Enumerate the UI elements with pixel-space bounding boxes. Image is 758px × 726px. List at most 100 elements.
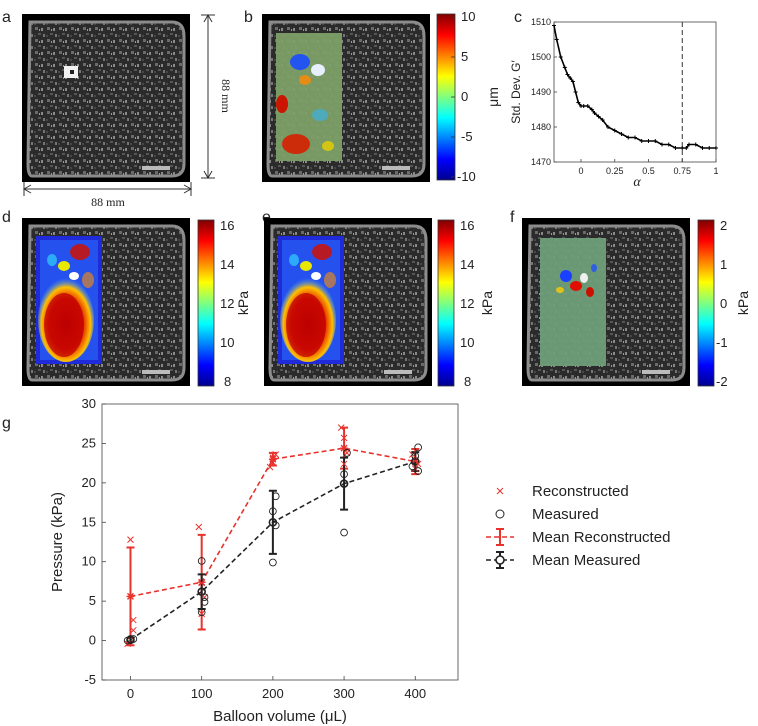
chart-c-point — [693, 142, 698, 147]
reconstructed-point — [198, 610, 206, 618]
chart-c-point — [592, 111, 597, 115]
chart-g-ytick-label: 25 — [82, 435, 96, 450]
cbar-f-unit: kPa — [735, 291, 751, 315]
panel-d-label: d — [2, 209, 11, 226]
cbar-f-tick: 2 — [720, 218, 727, 233]
chart-g: Pressure (kPa) Balloon volume (μL) Recon… — [49, 396, 670, 725]
cbar-d-tick: 16 — [220, 218, 234, 233]
cbar-b-tick: -10 — [457, 169, 476, 184]
legend-mean-measured-marker — [495, 555, 505, 565]
measured-point — [414, 467, 422, 475]
cbar-d-tick: 10 — [220, 335, 234, 350]
chart-g-xtick-label: 200 — [262, 686, 284, 701]
cbar-e-tick: 12 — [460, 296, 474, 311]
chart-g-ytick-label: -5 — [84, 672, 96, 687]
chart-c-xtick-label: 0.75 — [673, 166, 691, 176]
dimension-vertical — [201, 13, 215, 180]
panel-e-label: e — [262, 209, 271, 226]
chart-c-point — [606, 125, 610, 129]
chart-c-point — [570, 79, 575, 84]
legend-mean-reconstructed-label: Mean Reconstructed — [532, 529, 670, 546]
panel-c-label: c — [514, 9, 522, 26]
chart-c-xtick-label: 0.25 — [606, 166, 624, 176]
cbar-b-unit: μm — [485, 87, 501, 107]
chart-c-point — [565, 72, 570, 77]
cbar-e-unit: kPa — [479, 291, 495, 315]
chart-c-point — [639, 139, 644, 143]
reconstructed-point — [129, 626, 137, 634]
cbar-d-unit: kPa — [235, 291, 251, 315]
chart-c-point — [626, 135, 631, 140]
mean-measured-errorbar — [268, 489, 277, 555]
chart-c-ytick-label: 1480 — [531, 122, 551, 132]
cbar-e-tick: 14 — [460, 257, 474, 272]
panel-b-colorbar: 10 5 0 -5 -10 μm — [436, 9, 501, 184]
chart-g-xtick-label: 100 — [191, 686, 213, 701]
chart-c-frame — [553, 21, 717, 163]
chart-g-ytick-label: 20 — [82, 475, 96, 490]
panel-a-image — [22, 14, 190, 182]
legend-measured-marker — [495, 509, 505, 519]
dimension-horizontal — [22, 182, 193, 196]
chart-g-legend: Reconstructed Measured Mean Reconstructed M… — [486, 483, 670, 569]
chart-g-ytick-label: 15 — [82, 514, 96, 529]
reconstructed-point — [337, 424, 345, 432]
measured-point — [408, 462, 417, 471]
chart-g-xlabel: Balloon volume (μL) — [213, 708, 347, 725]
chart-c-ytick-label: 1510 — [531, 17, 551, 27]
chart-c-ytick-label: 1470 — [531, 157, 551, 167]
legend-mean-measured-label: Mean Measured — [532, 552, 640, 569]
reconstructed-point — [411, 456, 419, 464]
mean-reconstructed-point — [340, 444, 349, 453]
chart-g-ytick-label: 30 — [82, 396, 96, 411]
reconstructed-point — [340, 460, 348, 468]
chart-c-point — [653, 139, 658, 143]
mean-reconstructed-point — [126, 592, 135, 601]
chart-c-series-line — [553, 25, 716, 149]
chart-c-point — [633, 135, 637, 140]
cbar-b-tick: 0 — [461, 89, 468, 104]
chart-c-point — [573, 90, 578, 94]
measured-point — [126, 635, 135, 644]
measured-point — [197, 557, 206, 565]
panel-a-label: a — [2, 9, 11, 26]
mean-reconstructed-point — [268, 455, 277, 464]
chart-c-point — [552, 23, 556, 28]
chart-c-point — [554, 37, 559, 42]
chart-c-point — [684, 146, 689, 150]
chart-c-point — [707, 146, 712, 150]
cbar-f-tick: -1 — [716, 335, 728, 350]
reconstructed-point — [127, 536, 134, 543]
chart-g-ylabel: Pressure (kPa) — [49, 492, 66, 592]
chart-c-point — [612, 128, 617, 133]
measured-point — [197, 608, 206, 617]
chart-c-point — [589, 107, 594, 112]
legend-reconstructed-label: Reconstructed — [532, 483, 629, 500]
cbar-d-tick: 8 — [224, 374, 231, 389]
chart-c-point — [687, 142, 691, 147]
chart-c-point — [680, 146, 685, 150]
chart-c-point — [660, 142, 664, 147]
reconstructed-point — [266, 463, 274, 471]
chart-c-point — [646, 139, 651, 143]
cbar-b-tick: 10 — [461, 9, 475, 24]
reconstructed-point — [129, 616, 137, 624]
reconstructed-point — [269, 459, 277, 466]
reconstructed-point — [340, 434, 348, 442]
chart-c-ytick-label: 1500 — [531, 52, 551, 62]
chart-g-ytick-label: 10 — [82, 554, 96, 569]
panel-g-label: g — [2, 415, 11, 432]
chart-c-point — [673, 146, 678, 150]
chart-c-point — [714, 146, 718, 150]
reconstructed-point — [195, 523, 203, 531]
chart-c-xlabel: α — [633, 175, 641, 190]
chart-c-point — [700, 146, 705, 150]
mean-measured-errorbar — [340, 456, 349, 511]
cbar-e-tick: 16 — [460, 218, 474, 233]
cbar-e-tick: 10 — [460, 335, 474, 350]
dimension-vertical-label: 88 mm — [219, 79, 233, 113]
chart-c-point — [558, 55, 563, 59]
chart-c-point — [562, 65, 567, 70]
cbar-d-tick: 12 — [220, 296, 234, 311]
